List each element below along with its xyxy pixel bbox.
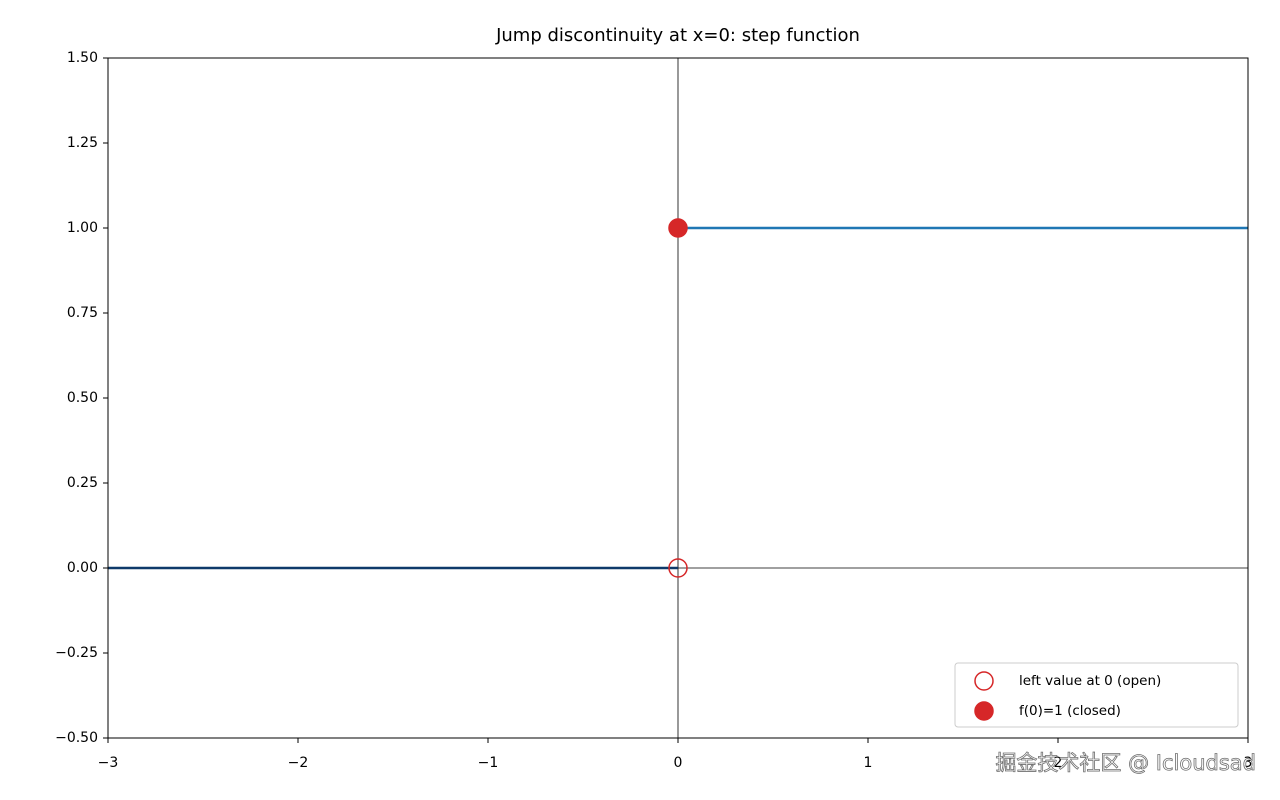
point [668, 218, 688, 238]
y-tick-label: 0.75 [67, 305, 98, 321]
y-tick-label: 1.50 [67, 50, 98, 66]
legend [954, 662, 1239, 728]
x-tick-label: 2 [1054, 755, 1063, 771]
y-tick-label: 1.00 [67, 220, 98, 236]
x-tick-label: 1 [864, 755, 873, 771]
legend-marker [974, 701, 994, 721]
plot-frame [107, 57, 1249, 739]
x-tick-label: 3 [1244, 755, 1253, 771]
y-tick-label: 0.50 [67, 390, 98, 406]
x-tick-label: −3 [98, 755, 119, 771]
y-tick-label: −0.50 [55, 730, 98, 746]
x-tick-label: 0 [674, 755, 683, 771]
y-tick-label: 1.25 [67, 135, 98, 151]
legend-label: left value at 0 (open) [1019, 673, 1161, 689]
y-tick-label: 0.00 [67, 560, 98, 576]
legend-marker [974, 671, 994, 691]
x-tick-label: −1 [478, 755, 499, 771]
point [668, 558, 688, 578]
x-tick-label: −2 [288, 755, 309, 771]
y-tick-label: 0.25 [67, 475, 98, 491]
y-tick-label: −0.25 [55, 645, 98, 661]
chart-title: Jump discontinuity at x=0: step function [495, 25, 860, 46]
legend-label: f(0)=1 (closed) [1019, 703, 1121, 719]
watermark: 掘金技术社区 @ Icloudsad [995, 751, 1256, 775]
